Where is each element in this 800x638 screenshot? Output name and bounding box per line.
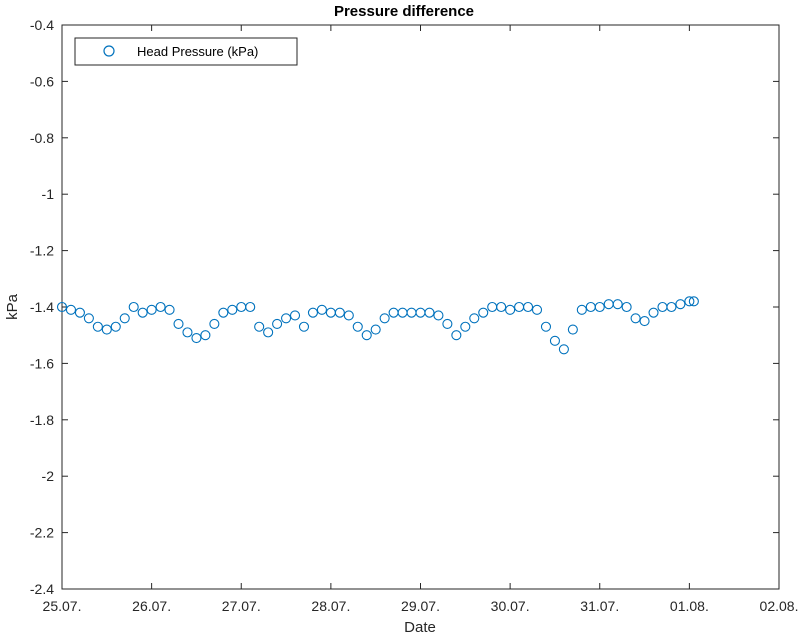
x-tick-label: 27.07.	[222, 598, 261, 614]
data-point	[245, 301, 256, 313]
data-point	[281, 313, 292, 324]
data-point	[209, 318, 220, 329]
x-tick-label: 30.07.	[491, 598, 530, 614]
data-point	[531, 304, 543, 315]
data-point	[110, 321, 121, 332]
data-series-head-pressure	[56, 296, 699, 355]
y-tick-label: -2	[42, 468, 55, 484]
data-point	[612, 299, 623, 310]
legend-marker-icon	[103, 45, 115, 57]
x-tick-label: 02.08.	[760, 598, 799, 614]
data-point	[218, 307, 229, 318]
data-point	[137, 307, 148, 318]
y-tick-label: -1.2	[30, 243, 54, 259]
data-point	[200, 330, 211, 341]
data-point	[343, 310, 354, 321]
y-tick-label: -1.6	[30, 355, 54, 371]
data-point	[227, 304, 238, 315]
data-point	[379, 313, 390, 324]
x-axis-label: Date	[404, 619, 436, 636]
data-point	[352, 321, 363, 332]
data-point	[298, 321, 310, 332]
data-point	[433, 310, 444, 321]
data-point	[549, 335, 560, 346]
data-point	[675, 299, 686, 310]
legend-box	[74, 37, 298, 66]
data-point	[442, 318, 453, 329]
data-point	[155, 301, 166, 313]
data-point	[119, 313, 130, 324]
data-point	[83, 313, 94, 324]
data-point	[74, 307, 85, 318]
data-point	[56, 301, 68, 313]
data-point	[316, 304, 327, 315]
y-axis: -0.4 -0.6 -0.8 -1 -1.2 -1.4 -1.6 -1.8 -2 -2.2 -2.4	[30, 17, 779, 597]
y-tick-label: -1.4	[30, 299, 54, 315]
y-tick-label: -0.4	[30, 17, 54, 33]
x-tick-label: 26.07.	[132, 598, 171, 614]
y-tick-label: -0.6	[30, 73, 54, 89]
x-tick-label: 25.07.	[43, 598, 82, 614]
data-point	[164, 304, 175, 315]
data-point	[666, 301, 677, 313]
data-point	[101, 324, 112, 335]
y-tick-label: -1.8	[30, 412, 54, 428]
data-point	[146, 304, 157, 315]
data-point	[469, 313, 480, 324]
data-point	[558, 344, 569, 355]
data-point	[630, 313, 641, 324]
data-point	[128, 301, 139, 313]
data-point	[684, 296, 695, 307]
legend-label: Head Pressure (kPa)	[137, 44, 258, 59]
data-point	[173, 318, 184, 329]
data-point	[648, 307, 659, 318]
plot-area	[61, 24, 780, 590]
data-point	[567, 324, 578, 335]
x-tick-label: 01.08.	[670, 598, 709, 614]
data-point	[424, 307, 435, 318]
data-point	[307, 307, 319, 318]
data-point	[460, 321, 471, 332]
data-point	[254, 321, 265, 332]
data-point	[289, 310, 301, 321]
data-point	[505, 304, 516, 315]
y-tick-label: -2.4	[30, 581, 54, 597]
data-point	[594, 301, 605, 313]
data-point	[334, 307, 345, 318]
legend: Head Pressure (kPa)	[74, 37, 298, 66]
data-point	[361, 330, 372, 341]
data-point	[540, 321, 552, 332]
data-point	[65, 304, 77, 315]
chart-title: Pressure difference	[334, 3, 474, 20]
data-point	[370, 324, 381, 335]
data-point	[263, 327, 274, 338]
data-point	[639, 316, 650, 327]
y-tick-label: -1	[42, 186, 55, 202]
x-tick-label: 29.07.	[401, 598, 440, 614]
x-tick-label: 28.07.	[311, 598, 350, 614]
data-point	[182, 327, 193, 338]
data-point	[576, 304, 587, 315]
data-point	[272, 318, 283, 329]
data-point	[522, 301, 534, 313]
data-point	[451, 330, 462, 341]
y-tick-label: -0.8	[30, 130, 54, 146]
x-axis: 25.07. 26.07. 27.07. 28.07. 29.07. 30.07. 31.0…	[43, 25, 799, 614]
data-point	[621, 301, 632, 313]
data-point	[191, 332, 202, 344]
data-point	[478, 307, 489, 318]
y-tick-label: -2.2	[30, 525, 54, 541]
y-axis-label: kPa	[4, 293, 21, 320]
data-point	[496, 301, 507, 313]
x-tick-label: 31.07.	[580, 598, 619, 614]
data-point	[688, 296, 699, 307]
data-point	[92, 321, 103, 332]
